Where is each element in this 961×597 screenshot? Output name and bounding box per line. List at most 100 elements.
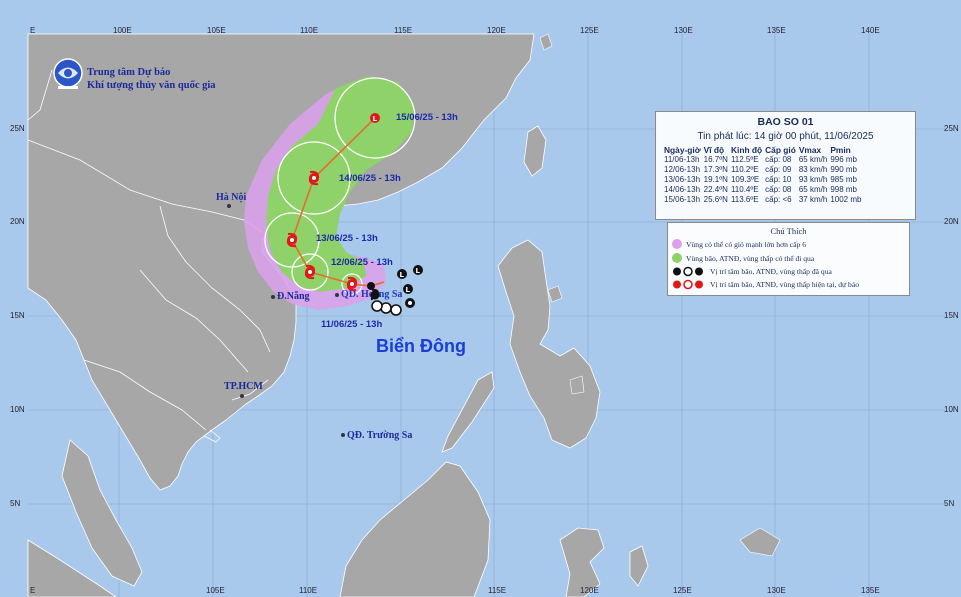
cell-lat: 16.7ºN: [703, 155, 728, 164]
forecast-low-pressure-icon: L: [370, 113, 380, 123]
agency-name-line2: Khí tượng thủy văn quốc gia: [87, 80, 216, 91]
cell-lon: 112.5ºE: [730, 155, 759, 164]
forecast-position-icons: L: [286, 113, 380, 292]
lat-label: 10N: [10, 405, 25, 414]
past-storm-icon: [370, 288, 380, 301]
cell-datetime: 13/06-13h: [664, 175, 701, 184]
cell-datetime: 12/06-13h: [664, 165, 701, 174]
sumatra-island: [27, 539, 117, 597]
cell-lat: 17.3ºN: [703, 165, 728, 174]
cell-lat: 25.6ºN: [703, 195, 728, 204]
country-borders: [27, 69, 271, 443]
svg-text:L: L: [400, 271, 405, 279]
lon-label: 105E: [207, 26, 226, 35]
cell-pmin: 990 mb: [830, 165, 857, 174]
lon-label-95e: E: [30, 26, 36, 35]
table-row: 11/06-13h 16.7ºN 112.5ºE cấp: 08 65 km/h…: [664, 155, 864, 165]
nchmf-logo-icon: [53, 58, 83, 89]
mainland-asia: [27, 33, 535, 491]
place-truongsa: QĐ. Trường Sa: [347, 430, 413, 441]
cell-wind-level: cấp: <6: [765, 195, 792, 204]
truongsa-marker: [341, 433, 345, 437]
sea-name: Biển Đông: [376, 336, 466, 356]
sulawesi-island: [559, 527, 605, 597]
lon-label: 120E: [487, 26, 506, 35]
cell-wind-level: cấp: 10: [765, 175, 792, 184]
taiwan-island: [523, 125, 547, 177]
forecast-position-symbols-icon: [673, 279, 703, 290]
legend-label: Vị trí tâm bão, ATNĐ, vùng thấp đã qua: [710, 267, 832, 276]
legend-label: Vùng bão, ATNĐ, vùng thấp có thể đi qua: [686, 253, 815, 263]
lon-label: 140E: [861, 26, 880, 35]
hoangsa-marker: [335, 293, 339, 297]
lat-label: 20N: [944, 217, 959, 226]
legend-label: Vị trí tâm bão, ATNĐ, vùng thấp hiện tại…: [710, 280, 860, 289]
danang-marker: [271, 295, 275, 299]
cell-pmin: 998 mb: [830, 185, 857, 194]
cell-pmin: 1002 mb: [830, 195, 862, 204]
lat-label: 20N: [10, 217, 25, 226]
legend-item-wind-zone: Vùng có thể có gió mạnh lớn hơn cấp 6: [672, 239, 806, 249]
svg-text:L: L: [406, 286, 411, 294]
col-header-pmin: Pmin: [830, 145, 851, 155]
green-swatch-icon: [672, 253, 682, 263]
table-row: 13/06-13h 19.1ºN 109.3ºE cấp: 10 93 km/h…: [664, 175, 864, 185]
past-low-pressure-icon: L: [403, 284, 413, 294]
lat-label: 25N: [944, 124, 959, 133]
lon-label: 125E: [580, 26, 599, 35]
legend-label: Vùng có thể có gió mạnh lớn hơn cấp 6: [686, 239, 807, 249]
past-position-symbols-icon: [673, 266, 703, 277]
lon-label: 105E: [206, 586, 225, 595]
philippines-islands: [497, 239, 601, 449]
place-hcm: TP.HCM: [224, 381, 263, 392]
lat-label: 25N: [10, 124, 25, 133]
past-low-pressure-icon: L: [413, 265, 423, 275]
place-danang: Đ.Nẵng: [277, 291, 310, 302]
map-legend: Chú Thích Vùng có thể có gió mạnh lớn hơ…: [667, 222, 910, 296]
lon-label: 110E: [300, 26, 319, 35]
past-storm-icon: [367, 282, 375, 290]
lat-label: 15N: [944, 311, 959, 320]
forecast-storm-icon: [308, 170, 320, 186]
bulletin-title: BAO SO 01: [757, 116, 814, 128]
current-storm-icon: [346, 276, 358, 292]
bulletin-table: Ngày-giờ Vĩ độ Kinh độ Cấp gió Vmax Pmin…: [664, 145, 864, 205]
malay-peninsula: [61, 439, 143, 587]
cell-vmax: 83 km/h: [798, 165, 828, 174]
lon-label: 135E: [767, 26, 786, 35]
lat-label: 10N: [944, 405, 959, 414]
cell-lon: 110.4ºE: [730, 185, 759, 194]
cell-datetime: 11/06-13h: [664, 155, 700, 164]
storm-forecast-zone: [266, 76, 414, 292]
cell-vmax: 65 km/h: [798, 185, 828, 194]
purple-swatch-icon: [672, 239, 682, 249]
lon-label: 125E: [673, 586, 692, 595]
legend-title: Chú Thích: [770, 226, 807, 236]
cell-lon: 110.2ºE: [730, 165, 759, 174]
lon-label: 135E: [861, 586, 880, 595]
table-row: 15/06-13h 25.6ºN 113.6ºE cấp: <6 37 km/h…: [664, 195, 864, 205]
col-header-wind-level: Cấp gió: [765, 145, 796, 155]
past-low-pressure-icon: L: [397, 269, 407, 279]
cell-lat: 19.1ºN: [703, 175, 728, 184]
past-depression-icon: [405, 298, 415, 308]
cell-datetime: 15/06-13h: [664, 195, 701, 204]
track-label-11-06: 11/06/25 - 13h: [321, 319, 383, 330]
cell-lon: 113.6ºE: [730, 195, 759, 204]
cell-wind-level: cấp: 08: [765, 185, 792, 194]
past-depression-icon: [390, 304, 402, 316]
place-hanoi: Hà Nội: [216, 192, 247, 203]
cell-lat: 22.4ºN: [703, 185, 728, 194]
lon-label: 120E: [580, 586, 599, 595]
cell-vmax: 37 km/h: [798, 195, 828, 204]
cell-vmax: 65 km/h: [798, 155, 828, 164]
forecast-storm-icon: [304, 264, 316, 280]
legend-item-past-positions: Vị trí tâm bão, ATNĐ, vùng thấp đã qua: [672, 266, 832, 277]
track-label-14-06: 14/06/25 - 13h: [339, 173, 401, 184]
col-header-vmax: Vmax: [798, 145, 822, 155]
track-label-15-06: 15/06/25 - 13h: [396, 112, 458, 123]
legend-item-storm-zone: Vùng bão, ATNĐ, vùng thấp có thể đi qua: [672, 253, 814, 263]
palawan-island: [441, 371, 495, 453]
